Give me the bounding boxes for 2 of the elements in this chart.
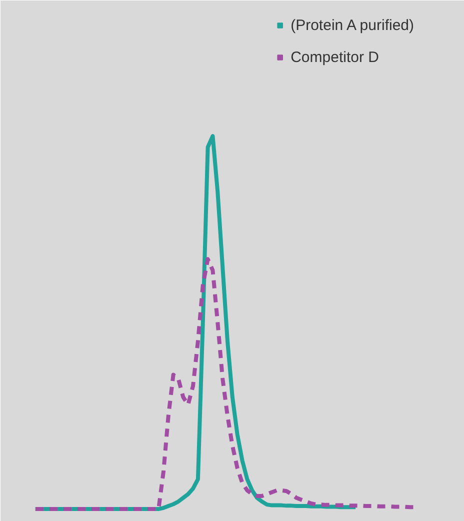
legend-label: Competitor D <box>290 48 379 66</box>
legend-label: (Protein A purified) <box>290 16 414 34</box>
